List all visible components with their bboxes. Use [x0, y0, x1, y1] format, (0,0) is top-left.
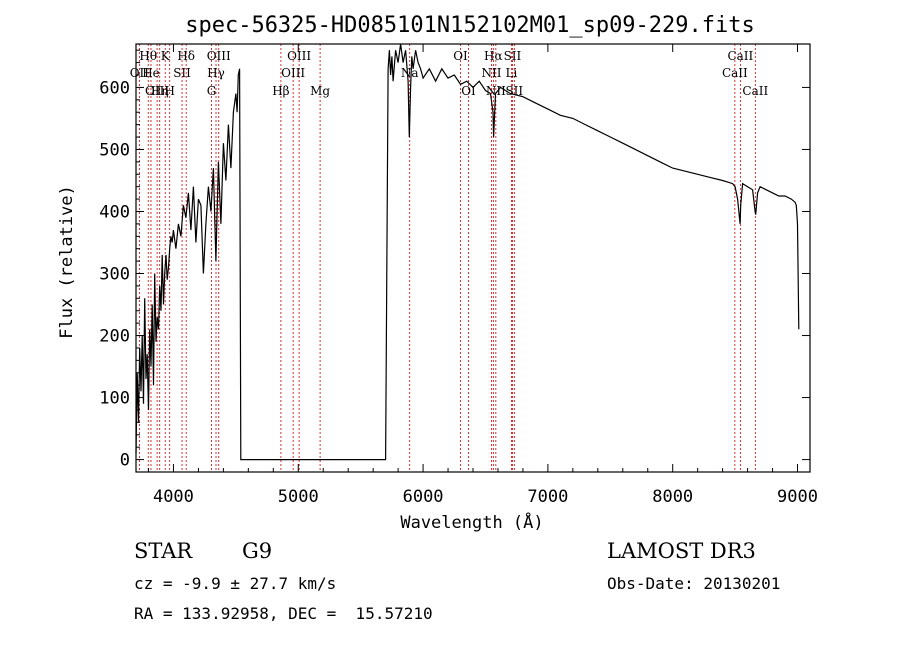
spectral-line-label: SII [504, 49, 522, 63]
y-tick-label: 600 [99, 78, 130, 98]
spectral-line-label: CaII [727, 49, 753, 63]
spectral-line-label: CaII [742, 84, 768, 98]
spectral-line-label: NII [481, 66, 501, 80]
coordinates: RA = 133.92958, DEC = 15.57210 [134, 604, 433, 623]
spectral-line-label: OII [130, 66, 150, 80]
observation-date: Obs-Date: 20130201 [607, 574, 781, 593]
y-tick-label: 0 [120, 451, 130, 471]
spectral-line-label: K [161, 49, 171, 63]
spectrum-series-line [135, 43, 800, 461]
spectral-line-label: CaII [722, 66, 748, 80]
survey-name: LAMOST DR3 [607, 539, 756, 563]
subclass: G9 [242, 539, 273, 563]
x-tick-label: 6000 [403, 487, 444, 507]
y-tick-label: 300 [99, 265, 130, 285]
y-axis-label: Flux (relative) [57, 185, 77, 339]
x-axis-label: Wavelength (Å) [400, 511, 543, 533]
spectral-line-label: Li [506, 66, 518, 80]
spectral-line-label: Hα [484, 49, 503, 63]
spectral-line-label: Hδ [177, 49, 195, 63]
x-tick-label: 8000 [652, 487, 693, 507]
spectral-line-label: OIII [287, 49, 311, 63]
y-tick-label: 400 [99, 202, 130, 222]
spectral-line-label: SII [505, 84, 523, 98]
spectral-line-label: SII [173, 66, 191, 80]
y-tick-label: 500 [99, 140, 130, 160]
chart-title: spec-56325-HD085101N152102M01_sp09-229.f… [185, 13, 755, 38]
spectral-line-label: OI [453, 49, 468, 63]
spectral-line-label: He [142, 66, 160, 80]
spectral-line-label: Hη [151, 84, 169, 98]
spectral-line-label: OIII [281, 66, 305, 80]
spectral-line-label: Hβ [272, 84, 289, 98]
spectral-line-label: Hγ [207, 66, 225, 80]
spectral-line-label: G [207, 84, 217, 98]
spectral-line-label: OIII [207, 49, 231, 63]
spectral-line-markers [138, 44, 756, 472]
x-tick-label: 9000 [777, 487, 818, 507]
spectral-line-label: Hθ [139, 49, 157, 63]
redshift-value: cz = -9.9 ± 27.7 km/s [134, 574, 337, 593]
spectral-line-label: H [164, 84, 174, 98]
object-class: STAR [134, 539, 193, 563]
spectral-line-label: Na [401, 66, 419, 80]
x-tick-label: 4000 [153, 487, 194, 507]
x-axis-ticks: 4000 5000 6000 7000 8000 9000 [147, 44, 818, 507]
x-tick-label: 7000 [527, 487, 568, 507]
x-tick-label: 5000 [278, 487, 319, 507]
spectral-line-label: Mg [310, 84, 330, 98]
y-axis-ticks: 0 100 200 300 400 500 600 [99, 49, 810, 471]
y-tick-label: 100 [99, 389, 130, 409]
spectral-line-label: OIII [145, 84, 169, 98]
y-tick-label: 200 [99, 327, 130, 347]
